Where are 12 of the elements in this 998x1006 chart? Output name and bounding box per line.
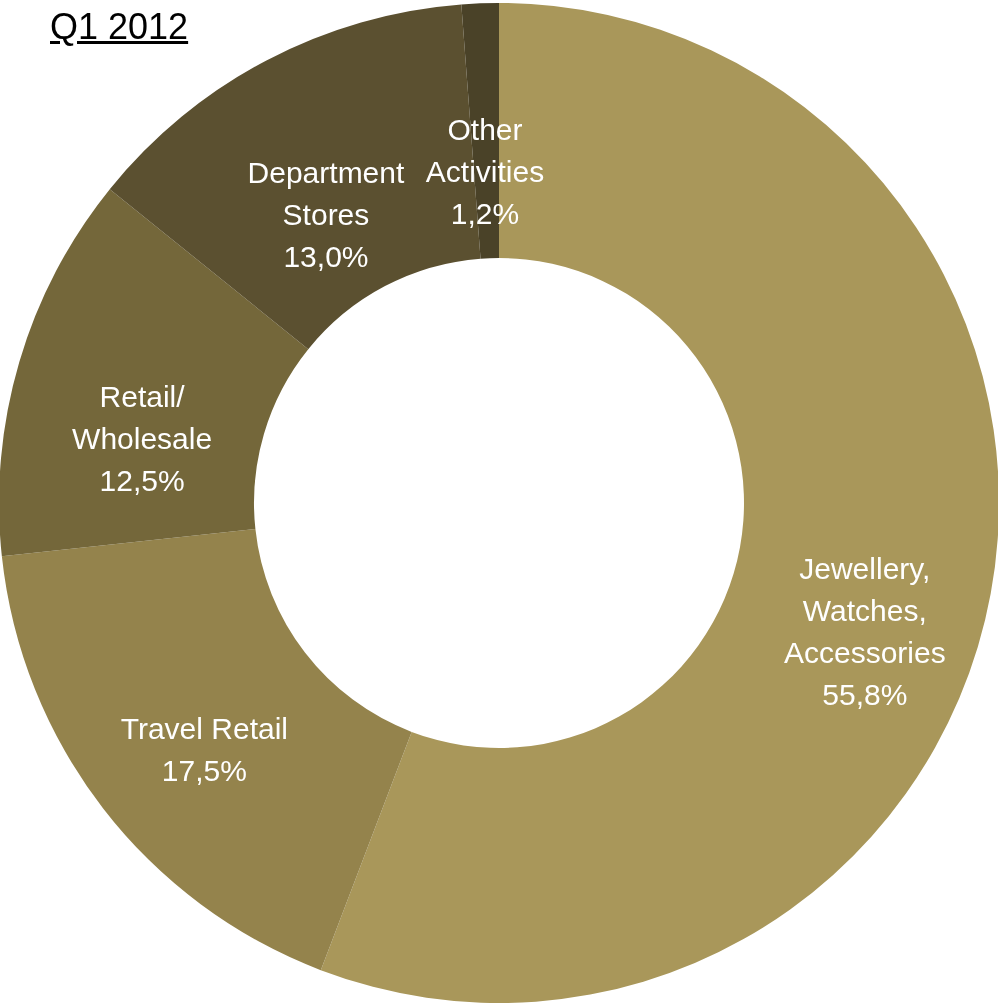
data-label: 1,2% xyxy=(450,197,520,231)
data-label: 55,8% xyxy=(822,678,908,712)
data-label: 12,5% xyxy=(99,464,185,498)
slice-label: Jewellery, Watches, Accessories xyxy=(783,552,946,670)
slice-label: Retail/ Wholesale xyxy=(72,380,213,456)
data-label: 13,0% xyxy=(283,239,369,273)
slice-label: Travel Retail xyxy=(120,712,288,746)
data-label: 17,5% xyxy=(161,754,247,788)
slice-label: Other Activities xyxy=(425,113,545,189)
chart-title: Q1 2012 xyxy=(50,6,189,48)
slice-label: Department Stores xyxy=(247,155,405,231)
donut-slice xyxy=(1,529,412,971)
